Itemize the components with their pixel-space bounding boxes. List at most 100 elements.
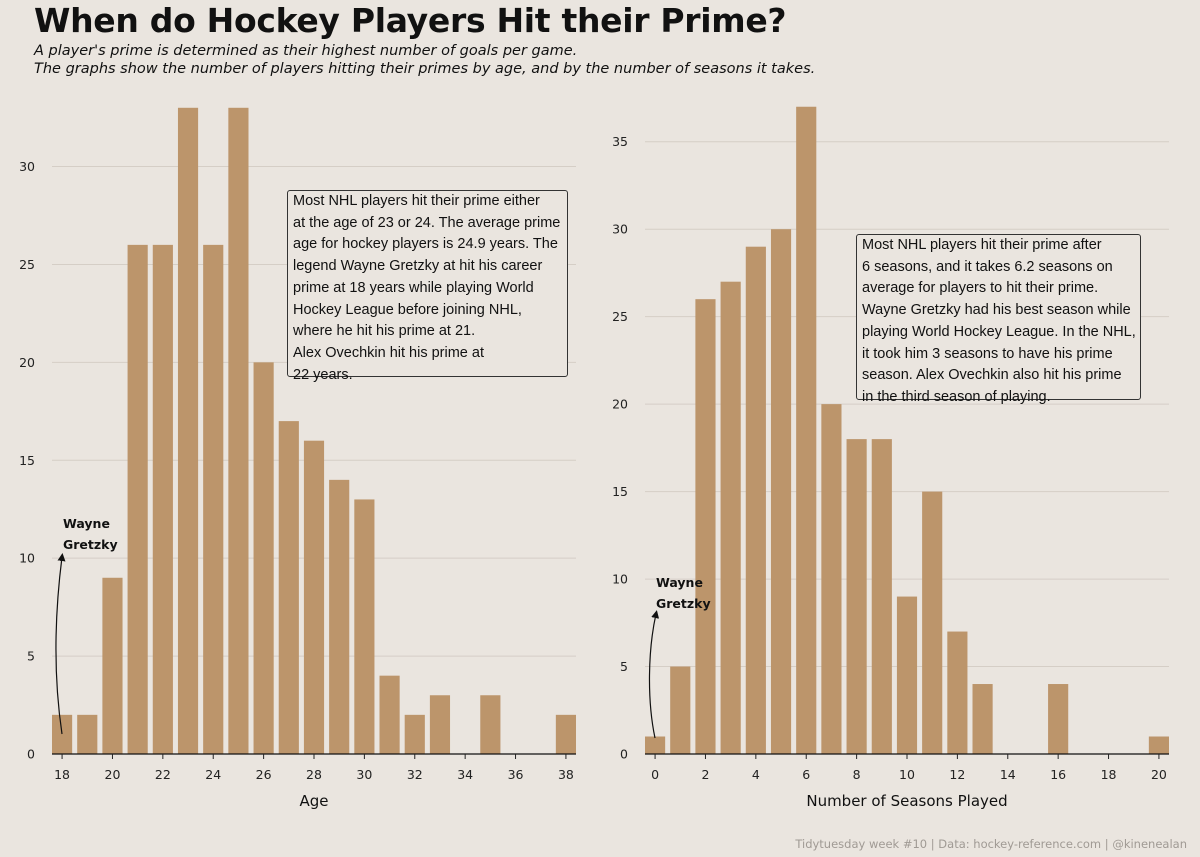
seasons-bar (922, 491, 943, 754)
age-bar (429, 695, 451, 754)
page-title: When do Hockey Players Hit their Prime? (34, 1, 787, 40)
seasons-callout-label: Wayne (656, 575, 703, 590)
age-bar (102, 577, 123, 754)
seasons-y-tick-label: 5 (620, 659, 628, 674)
age-x-tick-label: 30 (356, 767, 372, 782)
age-y-tick-label: 25 (19, 257, 35, 272)
age-chart: 0 5 10 15 20 25 30 18 20 22 24 26 28 30 32 34 36 38 Age Way… (19, 107, 576, 810)
subtitle-line-2: The graphs show the number of players hi… (34, 61, 816, 77)
seasons-bar (796, 106, 817, 755)
age-annotation-line: Hockey League before joining NHL, (293, 301, 522, 318)
age-x-tick-label: 38 (558, 767, 574, 782)
seasons-bar (670, 666, 691, 754)
seasons-bar (720, 281, 741, 754)
seasons-bar (1048, 684, 1069, 754)
seasons-annotation-line: it took him 3 seasons to have his prime (862, 345, 1113, 362)
age-x-tick-label: 18 (54, 767, 70, 782)
seasons-x-tick-label: 0 (651, 767, 659, 782)
age-bar (555, 714, 576, 754)
seasons-x-tick-label: 6 (802, 767, 810, 782)
seasons-x-tick-label: 12 (949, 767, 965, 782)
age-annotation-line: prime at 18 years while playing World (293, 279, 534, 296)
age-y-tick-label: 20 (19, 355, 35, 370)
age-callout-arrow (55, 553, 66, 735)
seasons-annotation-line: average for players to hit their prime. (862, 280, 1099, 297)
age-bar (278, 421, 299, 754)
age-bar (253, 362, 274, 754)
age-bar (354, 499, 375, 754)
age-x-tick-label: 20 (105, 767, 121, 782)
seasons-bar (695, 299, 716, 754)
age-x-axis-title: Age (299, 792, 328, 810)
seasons-annotation-line: playing World Hockey League. In the NHL, (862, 323, 1136, 340)
age-x-tick-label: 22 (155, 767, 171, 782)
age-annotation-line: Alex Ovechkin hit his prime at (293, 344, 484, 361)
age-annotation-line: at the age of 23 or 24. The average prim… (293, 214, 561, 231)
age-bar (404, 714, 425, 754)
seasons-y-tick-label: 15 (612, 484, 628, 499)
age-x-tick-label: 28 (306, 767, 322, 782)
seasons-bar (645, 736, 666, 754)
age-annotation-line: legend Wayne Gretzky at hit his career (293, 258, 543, 275)
age-bar (77, 714, 98, 754)
seasons-y-tick-label: 25 (612, 309, 628, 324)
seasons-x-tick-label: 14 (1000, 767, 1016, 782)
seasons-x-tick-label: 18 (1101, 767, 1117, 782)
seasons-annotation-line: Wayne Gretzky had his best season while (862, 302, 1131, 319)
seasons-bar (745, 246, 766, 754)
seasons-bar (947, 631, 968, 754)
age-x-tick-label: 24 (205, 767, 221, 782)
seasons-bar (972, 684, 993, 754)
age-bar (480, 695, 501, 754)
age-x-tick-label: 32 (407, 767, 423, 782)
age-annotation-line: Most NHL players hit their prime either (293, 193, 540, 209)
seasons-x-tick-label: 20 (1151, 767, 1167, 782)
age-y-tick-label: 0 (27, 747, 35, 762)
age-y-tick-label: 30 (19, 159, 35, 174)
seasons-bar (871, 439, 892, 754)
seasons-x-tick-label: 8 (853, 767, 861, 782)
seasons-y-tick-label: 0 (620, 747, 628, 762)
seasons-bar (821, 404, 842, 754)
seasons-x-tick-label: 2 (701, 767, 709, 782)
seasons-annotation-line: season. Alex Ovechkin also hit his prime (862, 367, 1122, 384)
seasons-y-tick-label: 20 (612, 397, 628, 412)
seasons-y-tick-label: 35 (612, 134, 628, 149)
subtitle-line-1: A player's prime is determined as their … (34, 43, 578, 59)
age-bar (177, 107, 199, 755)
age-annotation-line: age for hockey players is 24.9 years. Th… (293, 236, 558, 253)
age-bar (329, 479, 350, 754)
age-bar (52, 714, 73, 754)
age-annotation-line: 22 years. (293, 366, 353, 383)
age-y-tick-label: 10 (19, 551, 35, 566)
seasons-chart: 0 5 10 15 20 25 30 35 0 2 4 6 8 10 12 14 16 18 20 Number of… (612, 106, 1169, 810)
age-annotation-line: where he hit his prime at 21. (293, 323, 476, 340)
age-bar (127, 244, 148, 755)
caption: Tidytuesday week #10 | Data: hockey-refe… (795, 837, 1187, 851)
age-callout-label: Gretzky (63, 537, 118, 552)
seasons-annotation-line: 6 seasons, and it takes 6.2 seasons on (862, 258, 1113, 275)
age-bar (303, 440, 325, 754)
seasons-annotation-line: in the third season of playing. (862, 388, 1051, 405)
age-x-tick-label: 36 (508, 767, 524, 782)
age-bar (203, 244, 224, 755)
seasons-x-tick-label: 4 (752, 767, 760, 782)
seasons-callout-label: Gretzky (656, 596, 711, 611)
seasons-bar (770, 229, 792, 754)
age-x-tick-label: 26 (256, 767, 272, 782)
seasons-y-tick-label: 30 (612, 222, 628, 237)
age-bar (152, 244, 173, 755)
seasons-bar (1148, 736, 1169, 754)
seasons-annotation-line: Most NHL players hit their prime after (862, 237, 1102, 253)
seasons-bar (896, 596, 918, 754)
seasons-annotation-box: Most NHL players hit their prime after 6 … (856, 234, 1141, 405)
age-y-tick-label: 5 (27, 649, 35, 664)
seasons-y-tick-label: 10 (612, 572, 628, 587)
seasons-x-tick-label: 16 (1050, 767, 1066, 782)
age-bar (379, 675, 400, 754)
seasons-bar (846, 439, 867, 754)
age-bar (228, 107, 249, 755)
age-x-tick-label: 34 (457, 767, 473, 782)
seasons-x-axis-title: Number of Seasons Played (806, 792, 1007, 810)
